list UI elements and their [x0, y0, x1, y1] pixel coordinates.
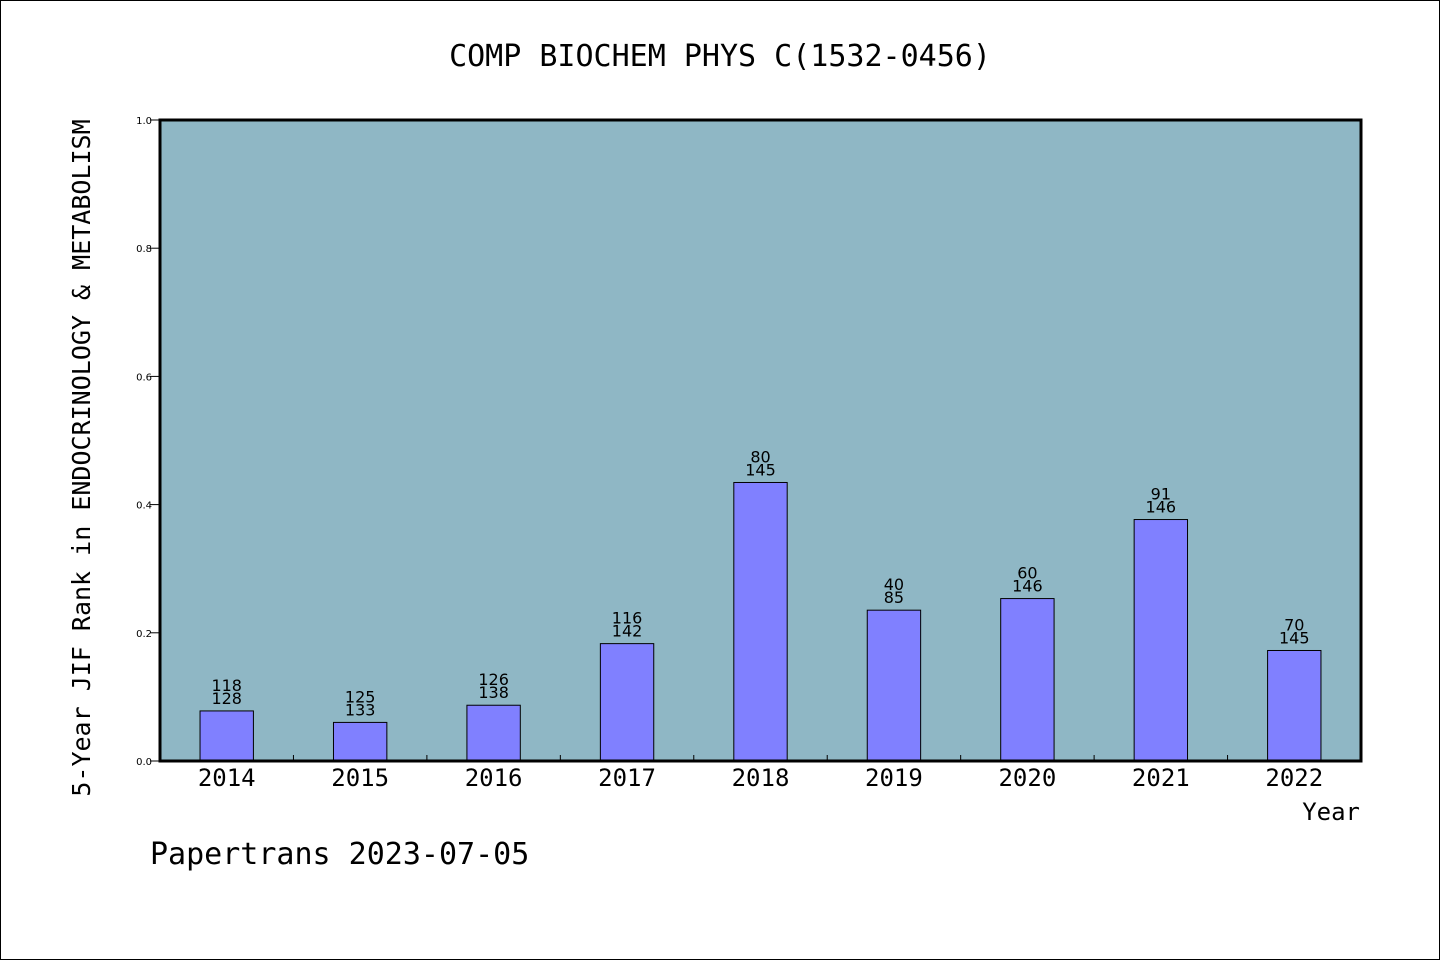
x-tick-label: 2016 [465, 764, 523, 792]
y-tick-label: 1.0 [136, 116, 152, 127]
bar-label-total: 146 [1146, 498, 1177, 517]
bars [199, 481, 1322, 762]
bar-label-rank: 70 [1284, 615, 1304, 634]
bar-2016 [466, 704, 521, 762]
chart-title: COMP BIOCHEM PHYS C(1532-0456) [449, 39, 991, 74]
bar-2018 [733, 481, 788, 762]
y-tick-label: 0.0 [136, 757, 152, 768]
bar-2020 [1000, 598, 1055, 762]
bar-label-rank: 91 [1151, 485, 1171, 504]
bar-label-total: 138 [478, 683, 509, 702]
bar-label-rank: 118 [211, 676, 242, 695]
x-tick-label: 2019 [865, 764, 923, 792]
x-tick-label: 2022 [1265, 764, 1323, 792]
bar-2022 [1267, 649, 1322, 762]
bar-label-total: 145 [1279, 628, 1310, 647]
bar-2021 [1133, 519, 1189, 762]
y-tick-label: 0.6 [136, 372, 152, 383]
x-tick-label: 2017 [598, 764, 656, 792]
bar-label-rank: 60 [1017, 564, 1037, 583]
bar-2019 [866, 609, 922, 762]
bar-label-rank: 40 [884, 575, 904, 594]
bar-label-total: 146 [1012, 577, 1043, 596]
bar-label-rank: 126 [478, 670, 509, 689]
bar-2014 [199, 710, 254, 762]
y-axis-ticks: 0.0 0.2 0.4 0.6 0.8 1.0 [136, 116, 160, 768]
x-axis-ticks: 2014 2015 2016 2017 2018 2019 2020 2021 2022 [198, 755, 1323, 792]
bar-label-total: 145 [745, 460, 776, 479]
x-tick-label: 2020 [998, 764, 1056, 792]
bar-2017 [599, 643, 655, 762]
plot-border [158, 118, 1363, 763]
x-axis-label: Year [1302, 798, 1360, 826]
bar-label-total: 85 [884, 588, 904, 607]
bar-2015 [332, 721, 388, 762]
y-axis-label: 5-Year JIF Rank in ENDOCRINOLOGY & METAB… [67, 119, 96, 796]
y-tick-label: 0.2 [136, 629, 152, 640]
bar-label-rank: 125 [345, 687, 376, 706]
x-tick-label: 2015 [331, 764, 389, 792]
x-tick-label: 2014 [198, 764, 256, 792]
footer-text: Papertrans 2023-07-05 [150, 837, 529, 872]
bar-label-rank: 116 [612, 609, 643, 628]
x-tick-label: 2021 [1132, 764, 1190, 792]
y-tick-label: 0.4 [136, 501, 152, 512]
y-tick-label: 0.8 [136, 244, 152, 255]
bar-label-rank: 80 [750, 447, 770, 466]
x-tick-label: 2018 [732, 764, 790, 792]
bar-label-total: 128 [211, 689, 242, 708]
bar-label-total: 142 [612, 622, 643, 641]
bar-label-total: 133 [345, 700, 376, 719]
